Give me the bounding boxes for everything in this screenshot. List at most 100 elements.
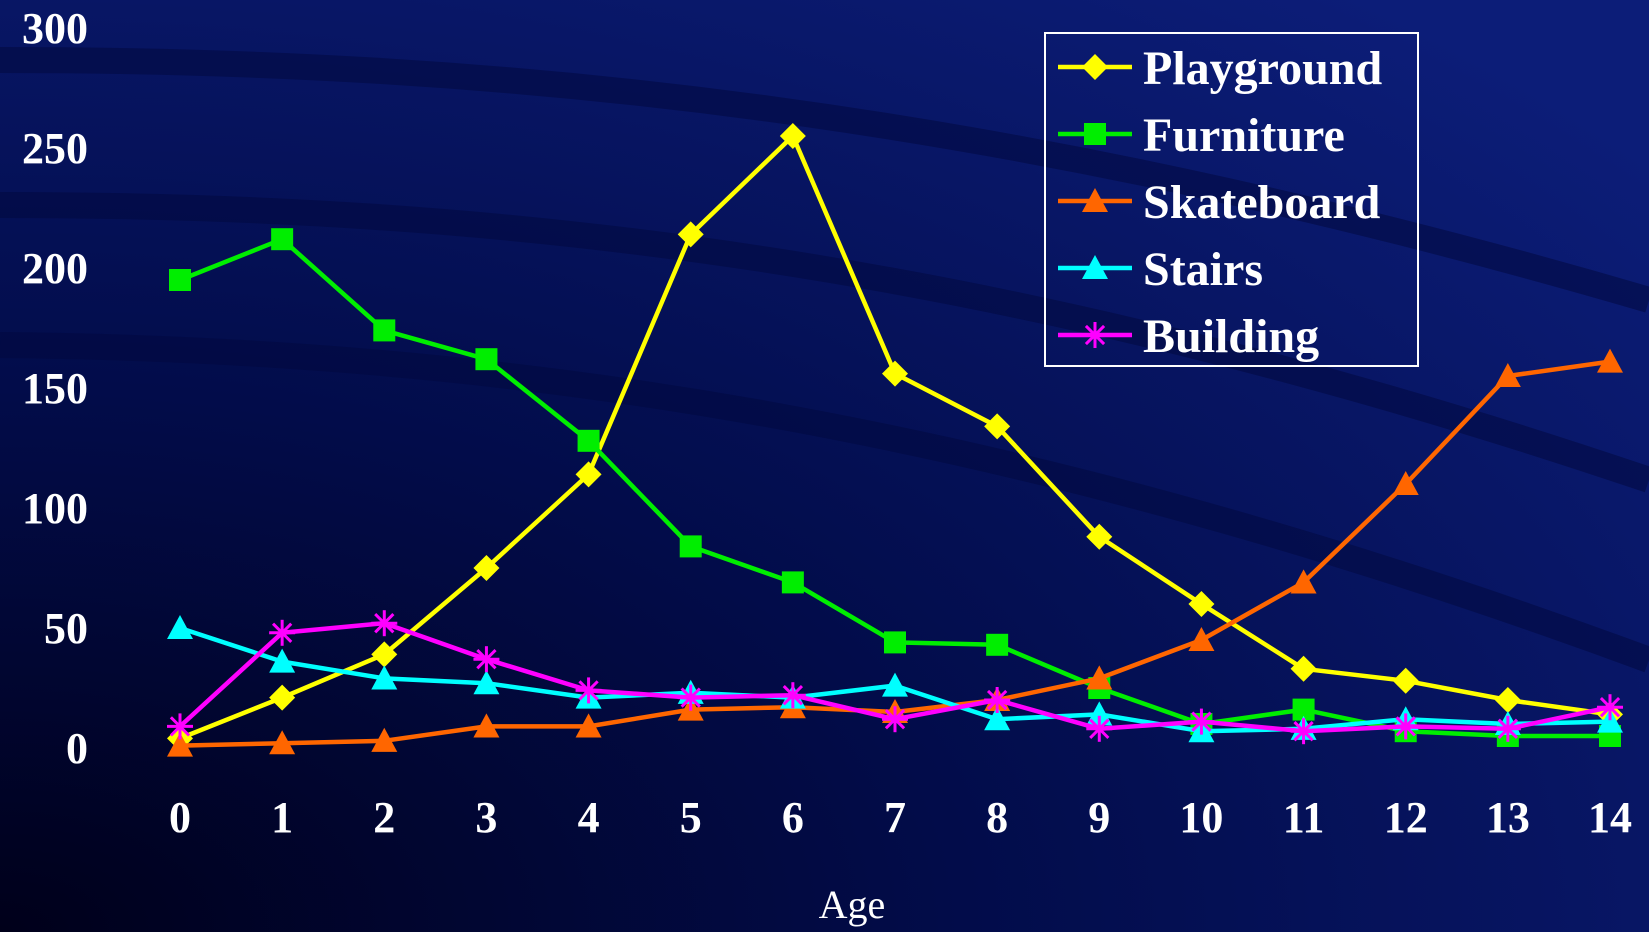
data-point bbox=[269, 648, 296, 673]
y-tick-label: 100 bbox=[22, 484, 88, 533]
data-point bbox=[1392, 713, 1419, 740]
data-point bbox=[473, 670, 500, 695]
legend-item-skateboard: Skateboard bbox=[1058, 176, 1381, 229]
x-tick-label: 0 bbox=[169, 793, 191, 842]
data-point bbox=[986, 633, 1009, 656]
data-point bbox=[167, 615, 193, 640]
x-tick-label: 14 bbox=[1588, 793, 1632, 842]
legend-item-furniture: Furniture bbox=[1058, 109, 1345, 162]
data-point bbox=[1494, 363, 1521, 388]
x-tick-label: 5 bbox=[680, 793, 702, 842]
data-point bbox=[269, 730, 296, 755]
data-point bbox=[882, 706, 908, 733]
series-layer bbox=[167, 123, 1623, 757]
data-point bbox=[984, 706, 1011, 731]
legend-item-stairs: Stairs bbox=[1058, 243, 1263, 296]
data-point bbox=[1188, 627, 1215, 652]
data-point bbox=[882, 360, 908, 387]
y-tick-label: 50 bbox=[44, 604, 88, 653]
background-swooshes bbox=[0, 47, 1649, 673]
legend-item-playground: Playground bbox=[1058, 42, 1382, 95]
data-point bbox=[371, 727, 398, 752]
x-tick-label: 10 bbox=[1179, 793, 1223, 842]
legend-swatch-marker bbox=[1082, 255, 1108, 280]
data-point bbox=[575, 677, 602, 704]
data-point bbox=[475, 348, 498, 371]
y-axis-ticks: 0 50 100 150 200 250 300 bbox=[22, 4, 88, 773]
series-building bbox=[167, 610, 1623, 745]
data-point bbox=[575, 461, 602, 488]
legend-label: Building bbox=[1143, 310, 1319, 363]
data-point bbox=[1188, 708, 1215, 735]
x-tick-label: 3 bbox=[475, 793, 497, 842]
x-axis-title: Age bbox=[819, 882, 886, 927]
data-point bbox=[677, 684, 704, 711]
data-point bbox=[167, 732, 193, 757]
data-point bbox=[679, 535, 702, 558]
x-tick-label: 9 bbox=[1088, 793, 1110, 842]
data-point bbox=[167, 713, 193, 740]
data-point bbox=[269, 684, 296, 711]
data-point bbox=[779, 123, 806, 149]
data-point bbox=[1392, 667, 1419, 694]
y-tick-label: 0 bbox=[66, 724, 88, 773]
x-tick-label: 2 bbox=[373, 793, 395, 842]
x-tick-label: 4 bbox=[578, 793, 600, 842]
legend-label: Skateboard bbox=[1143, 176, 1381, 229]
x-tick-label: 6 bbox=[782, 793, 804, 842]
legend-label: Stairs bbox=[1143, 243, 1263, 296]
data-point bbox=[371, 641, 398, 668]
data-point bbox=[1086, 715, 1113, 742]
data-point bbox=[1290, 655, 1317, 682]
data-point bbox=[1290, 569, 1317, 594]
x-axis-ticks: 0 1 2 3 4 5 6 7 8 9 10 11 12 13 14 bbox=[169, 793, 1632, 842]
legend-item-building: Building bbox=[1058, 310, 1319, 363]
data-point bbox=[984, 413, 1011, 440]
x-tick-label: 8 bbox=[986, 793, 1008, 842]
legend-label: Playground bbox=[1143, 42, 1382, 95]
data-point bbox=[1086, 701, 1113, 726]
legend-swatch-marker bbox=[1082, 322, 1108, 348]
legend-swatch-marker bbox=[1082, 188, 1108, 213]
data-point bbox=[1494, 687, 1521, 713]
data-point bbox=[269, 619, 296, 646]
data-point bbox=[473, 555, 500, 581]
data-point bbox=[884, 631, 906, 654]
data-point bbox=[779, 682, 806, 709]
data-point bbox=[1290, 718, 1317, 745]
legend: Playground Furniture Skateboard Stairs Build… bbox=[1044, 32, 1419, 367]
data-point bbox=[1292, 698, 1315, 721]
data-point bbox=[575, 713, 602, 738]
y-tick-label: 200 bbox=[22, 244, 88, 293]
data-point bbox=[371, 610, 398, 637]
data-point bbox=[882, 672, 908, 697]
data-point bbox=[1086, 523, 1113, 550]
data-point bbox=[473, 646, 500, 673]
x-tick-label: 7 bbox=[884, 793, 906, 842]
x-tick-label: 12 bbox=[1384, 793, 1428, 842]
legend-swatch-marker bbox=[1082, 54, 1108, 80]
x-tick-label: 1 bbox=[271, 793, 293, 842]
data-point bbox=[677, 221, 704, 248]
data-point bbox=[1597, 694, 1623, 721]
data-point bbox=[271, 228, 294, 251]
data-point bbox=[1597, 708, 1623, 733]
data-point bbox=[781, 571, 804, 594]
legend-frame bbox=[1044, 32, 1419, 367]
data-point bbox=[1188, 591, 1215, 617]
data-point bbox=[1494, 715, 1521, 742]
data-point bbox=[1597, 348, 1623, 373]
data-point bbox=[373, 319, 396, 342]
x-tick-label: 11 bbox=[1283, 793, 1325, 842]
y-tick-label: 250 bbox=[22, 124, 88, 173]
y-tick-label: 300 bbox=[22, 4, 88, 53]
data-point bbox=[577, 429, 600, 452]
x-tick-label: 13 bbox=[1486, 793, 1530, 842]
data-point bbox=[371, 665, 398, 690]
y-tick-label: 150 bbox=[22, 364, 88, 413]
data-point bbox=[473, 713, 500, 738]
legend-label: Furniture bbox=[1143, 109, 1345, 162]
data-point bbox=[169, 269, 191, 291]
